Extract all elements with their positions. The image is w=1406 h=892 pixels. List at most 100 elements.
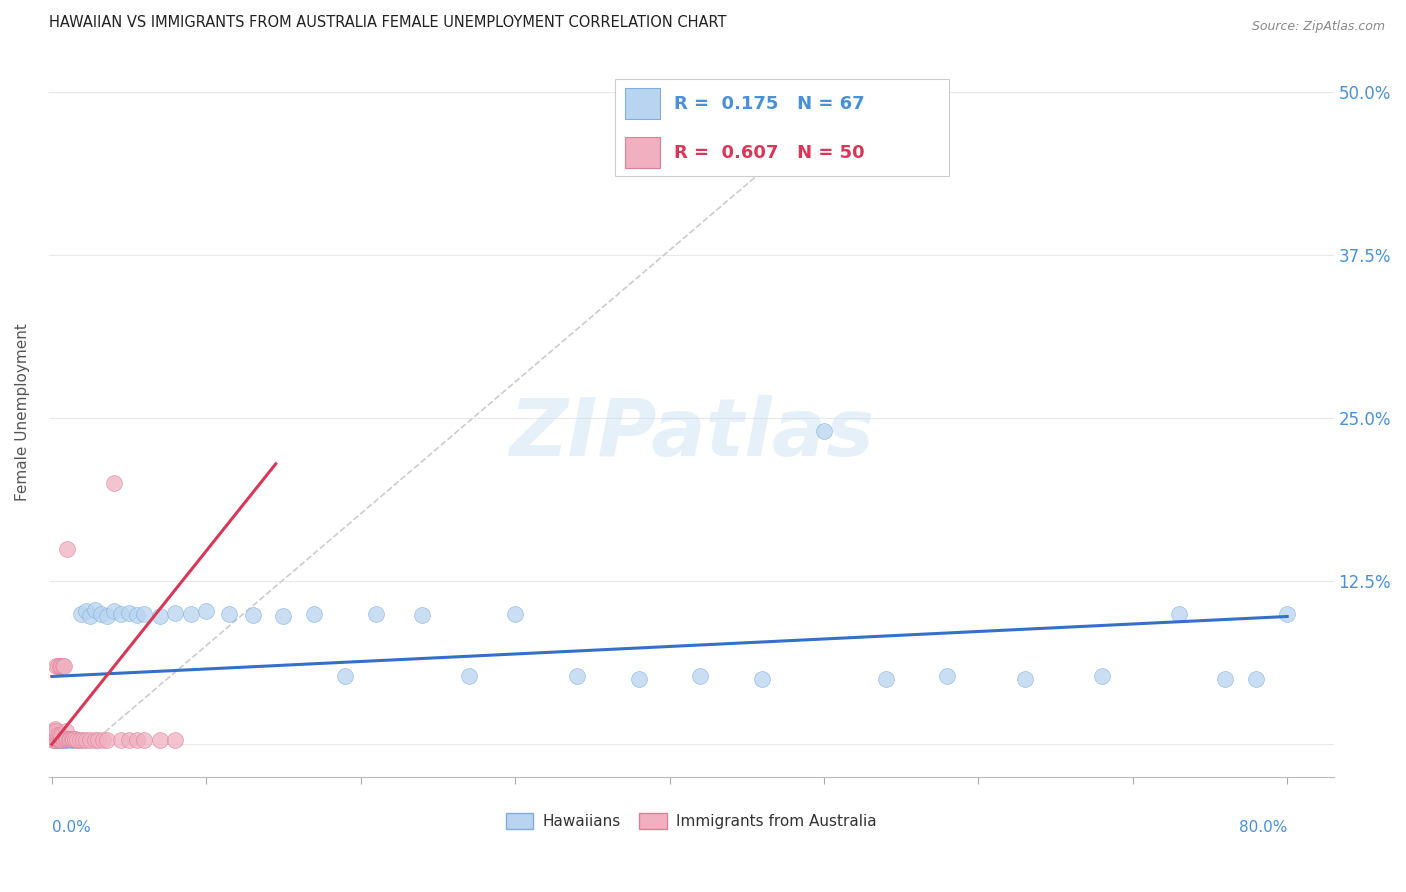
Text: ZIPatlas: ZIPatlas <box>509 394 873 473</box>
Point <box>42 724 65 739</box>
Point <box>62 733 84 747</box>
Point <box>218 607 240 621</box>
Point <box>52 733 75 747</box>
Text: R =  0.607   N = 50: R = 0.607 N = 50 <box>673 144 865 161</box>
Point <box>55 732 77 747</box>
Point <box>52 732 75 747</box>
Point <box>42 728 65 742</box>
Point <box>134 607 156 621</box>
Point <box>53 733 76 747</box>
Point <box>118 606 141 620</box>
Point <box>565 669 588 683</box>
Y-axis label: Female Unemployment: Female Unemployment <box>15 323 30 500</box>
FancyBboxPatch shape <box>626 137 659 168</box>
Point <box>165 606 187 620</box>
Point <box>59 732 82 747</box>
Point <box>49 733 72 747</box>
Point <box>55 724 77 739</box>
Point <box>44 722 66 736</box>
Point <box>1215 672 1237 686</box>
Point <box>48 730 70 744</box>
Point <box>165 733 187 747</box>
Point <box>60 732 83 747</box>
Text: Source: ZipAtlas.com: Source: ZipAtlas.com <box>1251 20 1385 33</box>
Point <box>52 733 75 747</box>
Point <box>84 733 107 747</box>
Point <box>45 732 67 747</box>
Point <box>110 733 132 747</box>
Point <box>44 733 66 747</box>
Point <box>56 732 79 747</box>
Point <box>503 607 526 621</box>
Point <box>751 672 773 686</box>
Point <box>149 609 172 624</box>
Point <box>48 733 70 747</box>
Point <box>457 669 479 683</box>
Point <box>42 732 65 747</box>
Point <box>195 604 218 618</box>
Point <box>90 607 112 621</box>
Point <box>366 607 388 621</box>
Point <box>70 607 93 621</box>
Point <box>56 733 79 747</box>
Point <box>56 541 79 556</box>
Point <box>96 609 118 624</box>
Point <box>48 728 70 742</box>
Point <box>60 733 83 747</box>
Point <box>91 733 114 747</box>
Point <box>304 607 326 621</box>
Point <box>58 732 80 747</box>
Point <box>84 603 107 617</box>
Point <box>1168 607 1191 621</box>
Point <box>813 424 835 438</box>
Point <box>42 728 65 742</box>
Point <box>49 730 72 744</box>
FancyBboxPatch shape <box>614 78 949 177</box>
Point <box>46 659 69 673</box>
Point <box>79 733 101 747</box>
Point <box>87 733 110 747</box>
Point <box>44 733 66 747</box>
Point <box>335 669 357 683</box>
Point <box>103 476 125 491</box>
Point <box>62 732 84 747</box>
Point <box>42 733 65 747</box>
Legend: Hawaiians, Immigrants from Australia: Hawaiians, Immigrants from Australia <box>499 807 883 835</box>
Point <box>49 733 72 747</box>
Point <box>110 607 132 621</box>
Point <box>936 669 959 683</box>
Point <box>58 732 80 747</box>
Point <box>75 604 97 618</box>
Point <box>53 659 76 673</box>
Text: 80.0%: 80.0% <box>1239 820 1286 835</box>
Point <box>79 609 101 624</box>
Point <box>96 733 118 747</box>
Point <box>45 733 67 747</box>
Point <box>103 604 125 618</box>
Point <box>45 728 67 742</box>
Point <box>1246 672 1268 686</box>
Point <box>134 733 156 747</box>
Point <box>48 732 70 747</box>
Point <box>53 732 76 747</box>
Point <box>273 609 295 624</box>
Point <box>67 733 90 747</box>
Point <box>56 732 79 747</box>
Point <box>59 732 82 747</box>
Point <box>45 732 67 747</box>
Point <box>45 659 67 673</box>
Point <box>49 731 72 745</box>
Point <box>44 725 66 739</box>
Point <box>69 733 91 747</box>
Point <box>46 733 69 747</box>
Point <box>149 733 172 747</box>
Point <box>125 608 148 623</box>
Point <box>125 733 148 747</box>
Point <box>46 732 69 747</box>
Point <box>45 730 67 744</box>
Point <box>48 733 70 747</box>
Point <box>75 733 97 747</box>
Point <box>52 659 75 673</box>
Text: HAWAIIAN VS IMMIGRANTS FROM AUSTRALIA FEMALE UNEMPLOYMENT CORRELATION CHART: HAWAIIAN VS IMMIGRANTS FROM AUSTRALIA FE… <box>49 15 727 30</box>
Point <box>46 728 69 742</box>
